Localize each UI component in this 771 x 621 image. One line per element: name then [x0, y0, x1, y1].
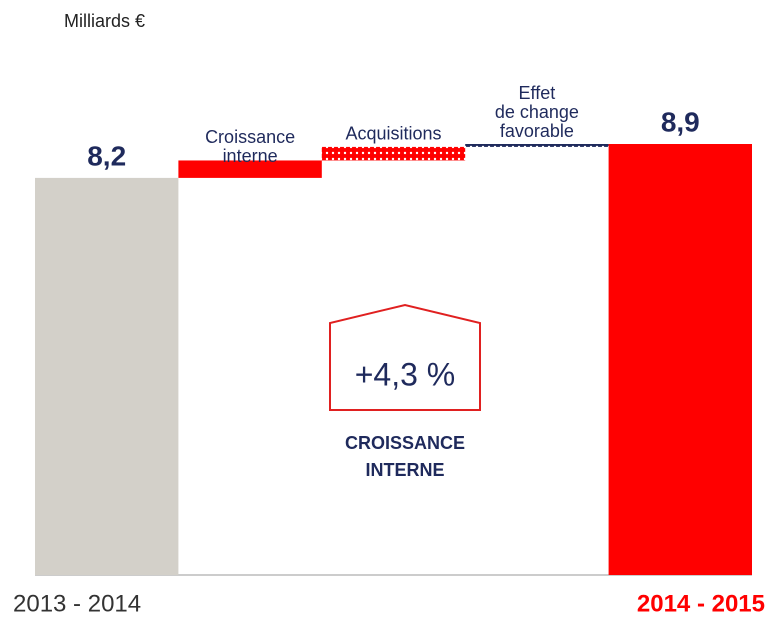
step-label: favorable [500, 121, 574, 141]
category-label: 2013 - 2014 [13, 590, 141, 617]
unit-label: Milliards € [64, 11, 145, 31]
step-label: Croissance [205, 127, 295, 147]
bar [321, 146, 466, 161]
annotation-frame [329, 303, 481, 411]
annotation-caption: CROISSANCE [345, 433, 465, 453]
step-label: Effet [519, 83, 556, 103]
bar [35, 177, 179, 576]
annotation-value: +4,3 % [355, 356, 456, 392]
annotation-caption: INTERNE [365, 460, 444, 480]
step-label: de change [495, 102, 579, 122]
step-label: interne [223, 146, 278, 166]
value-label: 8,2 [87, 140, 126, 171]
category-label: 2014 - 2015 [637, 590, 765, 617]
bar [608, 144, 752, 575]
bar [465, 144, 609, 147]
value-label: 8,9 [661, 106, 700, 137]
step-label: Acquisitions [345, 124, 441, 144]
bar [178, 160, 322, 178]
